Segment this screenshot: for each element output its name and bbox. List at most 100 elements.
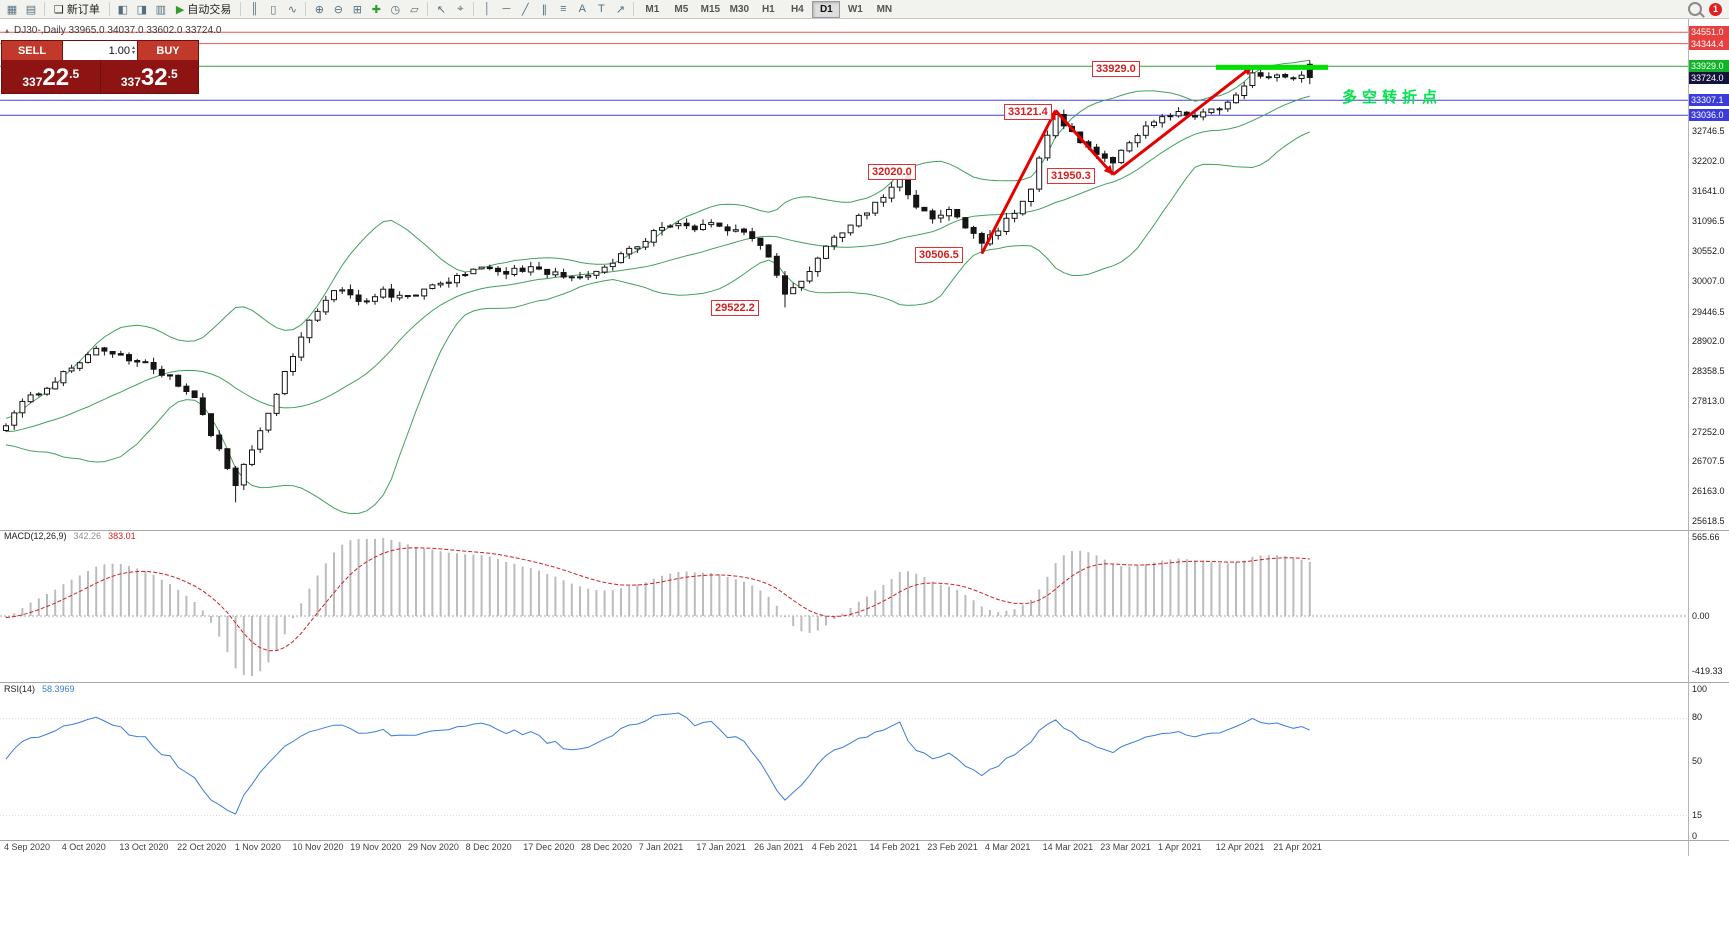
rsi-axis-tick: 50 bbox=[1692, 756, 1703, 766]
timeframe-d1-button[interactable]: D1 bbox=[812, 0, 841, 18]
navigator-icon[interactable]: ▥ bbox=[152, 1, 170, 17]
turning-point-note[interactable]: 多空转折点 bbox=[1342, 89, 1443, 106]
timeframe-m5-button[interactable]: M5 bbox=[674, 3, 689, 15]
timeframe-mn-button[interactable]: MN bbox=[876, 3, 893, 15]
timeframe-m30-button[interactable]: M30 bbox=[729, 3, 750, 15]
price-annotation-label[interactable]: 31950.3 bbox=[1047, 168, 1095, 184]
price-axis-badge: 33929.0 bbox=[1689, 60, 1729, 72]
bar-chart-icon[interactable]: ║ bbox=[245, 1, 263, 17]
timeframe-h4-button[interactable]: H4 bbox=[790, 3, 804, 15]
volume-stepper[interactable]: ▴ ▾ bbox=[131, 44, 135, 56]
search-icon[interactable] bbox=[1688, 2, 1702, 16]
price-annotation-label[interactable]: 30506.5 bbox=[915, 247, 963, 263]
text-icon-glyph: A bbox=[578, 3, 587, 15]
volume-down-icon[interactable]: ▾ bbox=[131, 49, 135, 56]
label-icon-glyph: T bbox=[597, 3, 605, 15]
price-annotation-label[interactable]: 32020.0 bbox=[868, 164, 916, 180]
sell-price-big-digits: 22 bbox=[42, 64, 70, 91]
sell-button[interactable]: SELL bbox=[2, 41, 62, 60]
volume-value[interactable]: 1.00 bbox=[108, 44, 130, 57]
line-chart-icon-glyph: ∿ bbox=[287, 3, 297, 16]
new-chart-icon[interactable]: ▦ bbox=[3, 1, 21, 17]
price-annotation-label[interactable]: 33121.4 bbox=[1004, 104, 1052, 120]
toolbar-separator bbox=[633, 2, 635, 16]
sell-price-prefix: 337 bbox=[22, 75, 43, 89]
macd-name: MACD(12,26,9) bbox=[4, 531, 67, 541]
rsi-axis-tick: 15 bbox=[1692, 810, 1703, 820]
trendline-icon[interactable]: ╱ bbox=[516, 1, 534, 17]
macd-axis-tick: 565.66 bbox=[1692, 532, 1720, 542]
price-axis-tick: 31096.5 bbox=[1692, 216, 1725, 226]
arrows-icon[interactable]: ↗ bbox=[611, 1, 629, 17]
fibonacci-icon[interactable]: ≡ bbox=[554, 1, 572, 17]
rsi-name: RSI(14) bbox=[4, 684, 36, 694]
sell-price-fraction: .5 bbox=[69, 67, 80, 81]
timeframe-m1-button[interactable]: M1 bbox=[645, 3, 660, 15]
trade-panel-toggle-icon[interactable]: ▴ bbox=[5, 26, 10, 35]
periods-icon-glyph: ◷ bbox=[390, 3, 401, 16]
price-annotation-label[interactable]: 33929.0 bbox=[1092, 61, 1140, 77]
volume-up-icon[interactable]: ▴ bbox=[131, 44, 135, 51]
trendline-icon-glyph: ╱ bbox=[522, 3, 529, 16]
candlesticks bbox=[3, 60, 1313, 503]
toolbar-separator bbox=[108, 2, 110, 16]
price-axis-tick: 31641.0 bbox=[1692, 186, 1725, 196]
new-order-button[interactable]: ❏ 新订单 bbox=[49, 1, 105, 17]
toolbar-separator bbox=[427, 2, 429, 16]
rsi-axis-tick: 100 bbox=[1692, 684, 1708, 694]
timeframe-m15-button[interactable]: M15 bbox=[700, 3, 721, 15]
vertical-line-icon[interactable]: │ bbox=[478, 1, 496, 17]
price-axis-tick: 28902.0 bbox=[1692, 336, 1725, 346]
chart-profiles-icon[interactable]: ▤ bbox=[22, 1, 40, 17]
rsi-axis-tick: 80 bbox=[1692, 712, 1703, 722]
autotrade-button[interactable]: ▶ 自动交易 bbox=[171, 1, 236, 17]
time-axis-label: 4 Feb 2021 bbox=[811, 842, 858, 852]
trend-arrows[interactable] bbox=[980, 65, 1254, 255]
market-watch-icon[interactable]: ◧ bbox=[114, 1, 132, 17]
buy-price[interactable]: 337 32.5 bbox=[101, 60, 199, 93]
data-window-icon[interactable]: ◨ bbox=[133, 1, 151, 17]
templates-icon[interactable]: ▱ bbox=[405, 1, 423, 17]
time-axis-label: 23 Mar 2021 bbox=[1100, 842, 1151, 852]
crosshair-icon[interactable]: ⌖ bbox=[451, 1, 469, 17]
timeframe-h1-button[interactable]: H1 bbox=[761, 3, 775, 15]
bollinger-middle-band bbox=[5, 95, 1310, 433]
price-annotation-label[interactable]: 29522.2 bbox=[711, 300, 759, 316]
time-axis-label: 1 Nov 2020 bbox=[234, 842, 281, 852]
cursor-icon[interactable]: ↖ bbox=[432, 1, 450, 17]
sell-price[interactable]: 337 22.5 bbox=[2, 60, 100, 93]
time-axis-label: 14 Mar 2021 bbox=[1042, 842, 1094, 852]
tile-windows-icon[interactable]: ⊞ bbox=[348, 1, 366, 17]
zoom-in-icon[interactable]: ⊕ bbox=[310, 1, 328, 17]
macd-main-value: 342.26 bbox=[73, 531, 102, 541]
macd-signal-line bbox=[5, 547, 1310, 652]
crosshair-icon-glyph: ⌖ bbox=[457, 2, 464, 15]
line-chart-icon[interactable]: ∿ bbox=[283, 1, 301, 17]
fibonacci-icon-glyph: ≡ bbox=[560, 3, 567, 15]
buy-button[interactable]: BUY bbox=[138, 41, 198, 60]
trade-panel-divider bbox=[99, 60, 101, 93]
label-icon[interactable]: T bbox=[592, 1, 610, 17]
candlestick-chart-icon[interactable]: ▯ bbox=[264, 1, 282, 17]
price-axis-tick: 25618.5 bbox=[1692, 516, 1725, 526]
indicators-icon-glyph: ✚ bbox=[371, 3, 381, 16]
horizontal-line-icon[interactable]: ─ bbox=[497, 1, 515, 17]
equidistant-channel-icon[interactable]: ∥ bbox=[535, 1, 553, 17]
navigator-icon-glyph: ▥ bbox=[155, 3, 167, 16]
notification-badge[interactable]: 1 bbox=[1709, 2, 1722, 16]
symbol-ohlc-text: DJ30-,Daily 33965.0 34037.0 33602.0 3372… bbox=[14, 25, 222, 36]
timeframe-w1-button[interactable]: W1 bbox=[847, 3, 863, 15]
tile-windows-icon-glyph: ⊞ bbox=[352, 3, 362, 16]
price-axis-tick: 32746.5 bbox=[1692, 126, 1725, 136]
volume-field[interactable]: 1.00 ▴ ▾ bbox=[62, 41, 138, 60]
periods-icon[interactable]: ◷ bbox=[386, 1, 404, 17]
equidistant-channel-icon-glyph: ∥ bbox=[541, 3, 548, 16]
zoom-out-icon[interactable]: ⊖ bbox=[329, 1, 347, 17]
time-axis-label: 26 Jan 2021 bbox=[754, 842, 804, 852]
time-axis-label: 4 Sep 2020 bbox=[4, 842, 51, 852]
price-axis-badge: 34551.0 bbox=[1689, 26, 1729, 38]
indicators-icon[interactable]: ✚ bbox=[367, 1, 385, 17]
text-icon[interactable]: A bbox=[573, 1, 591, 17]
